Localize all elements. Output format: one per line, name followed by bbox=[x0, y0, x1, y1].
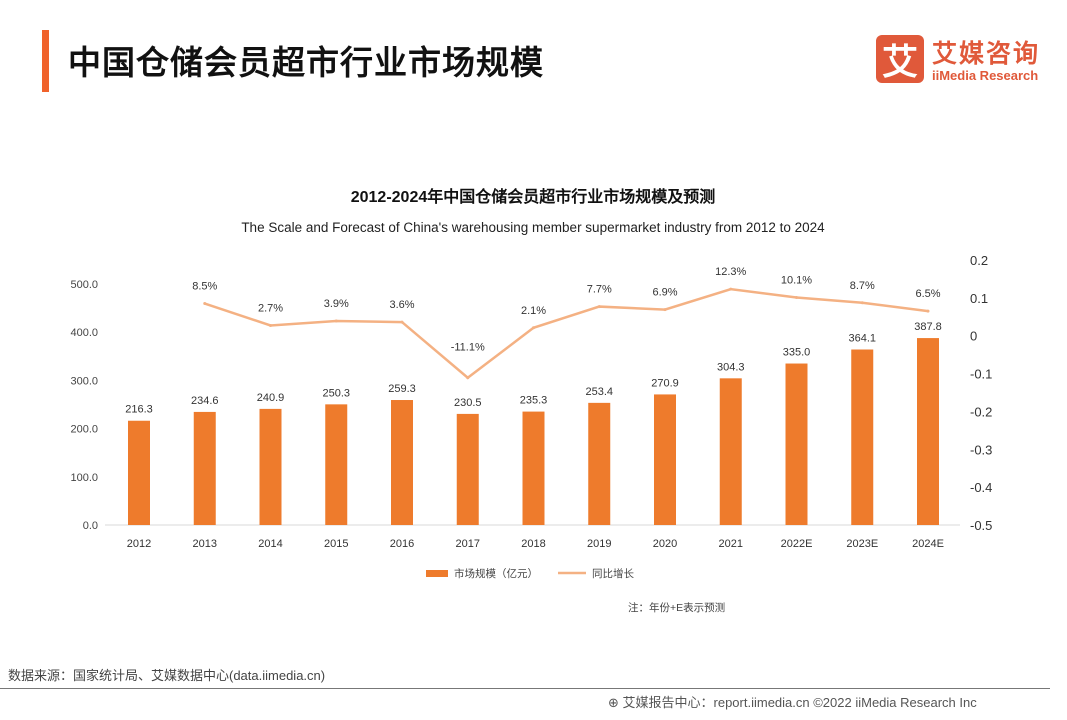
page-title: 中国仓储会员超市行业市场规模 bbox=[68, 43, 544, 82]
bar-label: 234.6 bbox=[191, 395, 219, 407]
legend: 市场规模（亿元） 同比增长 bbox=[426, 567, 634, 580]
footer-divider bbox=[0, 688, 1050, 689]
legend-label-line: 同比增长 bbox=[592, 567, 634, 580]
x-axis-tick: 2016 bbox=[390, 538, 414, 550]
bar-2013 bbox=[193, 411, 216, 525]
left-axis-tick: 0.0 bbox=[83, 520, 98, 532]
growth-point-2015 bbox=[334, 319, 338, 323]
x-axis-tick: 2015 bbox=[324, 538, 348, 550]
left-axis-tick: 200.0 bbox=[70, 424, 98, 436]
bar-2024E bbox=[917, 338, 939, 525]
bar-label: 364.1 bbox=[848, 333, 876, 345]
bar-label: 304.3 bbox=[717, 361, 745, 373]
right-axis-tick: -0.2 bbox=[970, 404, 992, 419]
bar-2018 bbox=[522, 411, 545, 525]
chart-title: 2012-2024年中国仓储会员超市行业市场规模及预测 bbox=[351, 187, 716, 206]
right-axis-tick: 0.1 bbox=[970, 291, 988, 306]
x-axis-tick: 2024E bbox=[912, 538, 944, 550]
bar-2012 bbox=[128, 420, 150, 525]
growth-point-2021 bbox=[729, 287, 733, 291]
bar-2015 bbox=[325, 404, 348, 525]
growth-label: 6.5% bbox=[915, 288, 940, 300]
bar-label: 259.3 bbox=[388, 383, 416, 395]
bar-2016 bbox=[391, 400, 413, 525]
right-axis-tick: 0.2 bbox=[970, 253, 988, 268]
x-axis-tick: 2013 bbox=[193, 538, 217, 550]
growth-point-2018 bbox=[532, 326, 535, 330]
footer-credit-text: 艾媒报告中心：report.iimedia.cn ©2022 iiMedia R… bbox=[622, 695, 977, 710]
data-source: 数据来源：国家统计局、艾媒数据中心(data.iimedia.cn) bbox=[8, 668, 326, 683]
growth-label: 10.1% bbox=[781, 274, 812, 286]
growth-point-2022E bbox=[795, 295, 798, 299]
growth-label: 8.5% bbox=[192, 281, 217, 293]
right-axis-tick: -0.4 bbox=[970, 480, 992, 495]
chart-note: 注：年份+E表示预测 bbox=[628, 601, 725, 614]
x-axis-tick: 2023E bbox=[846, 538, 878, 550]
right-axis-tick: 0 bbox=[970, 329, 977, 344]
bar-2022E bbox=[785, 363, 808, 525]
growth-point-2016 bbox=[400, 320, 404, 324]
growth-label: 8.7% bbox=[850, 280, 875, 292]
x-axis-tick: 2022E bbox=[781, 538, 813, 550]
logo-en: iiMedia Research bbox=[932, 68, 1039, 83]
logo-cn: 艾媒咨询 bbox=[932, 39, 1041, 68]
growth-label: 7.7% bbox=[587, 284, 612, 296]
bar-2023E bbox=[851, 349, 874, 525]
left-axis-tick: 500.0 bbox=[70, 279, 98, 291]
logo-mark: 艾 bbox=[876, 34, 924, 83]
x-axis-tick: 2019 bbox=[587, 538, 611, 550]
growth-label: 6.9% bbox=[652, 287, 677, 299]
growth-label: 3.6% bbox=[389, 299, 414, 311]
bar-2019 bbox=[588, 402, 611, 525]
bar-label: 216.3 bbox=[125, 404, 153, 416]
left-axis-tick: 400.0 bbox=[70, 327, 98, 339]
growth-label: 3.9% bbox=[324, 298, 349, 310]
x-axis-tick: 2018 bbox=[521, 538, 545, 550]
growth-point-2013 bbox=[203, 302, 207, 306]
growth-line bbox=[204, 287, 929, 380]
growth-point-2014 bbox=[269, 323, 272, 327]
growth-point-2017 bbox=[466, 376, 470, 380]
growth-label: 2.7% bbox=[258, 302, 283, 314]
bar-label: 230.5 bbox=[454, 397, 482, 409]
bar-label: 240.9 bbox=[257, 392, 285, 404]
bar-2021 bbox=[719, 378, 742, 525]
right-axis-tick: -0.5 bbox=[970, 518, 992, 533]
bar-label: 335.0 bbox=[783, 347, 811, 359]
growth-point-2023E bbox=[860, 301, 864, 305]
right-axis-tick: -0.3 bbox=[970, 442, 992, 457]
growth-point-2020 bbox=[663, 308, 667, 312]
growth-label: 12.3% bbox=[715, 266, 746, 278]
growth-label: 2.1% bbox=[521, 305, 546, 317]
x-axis-tick: 2014 bbox=[258, 538, 282, 550]
chart-subtitle: The Scale and Forecast of China's wareho… bbox=[241, 220, 825, 235]
growth-label: -11.1% bbox=[451, 342, 485, 354]
x-axis-tick: 2012 bbox=[127, 538, 151, 550]
legend-swatch-bar bbox=[426, 570, 448, 577]
x-axis-tick: 2017 bbox=[456, 538, 480, 550]
growth-point-2024E bbox=[926, 309, 930, 313]
bar-label: 270.9 bbox=[651, 377, 679, 389]
bar-label: 235.3 bbox=[520, 395, 548, 407]
globe-icon: ⊕ bbox=[608, 695, 623, 710]
bar-2017 bbox=[456, 413, 479, 525]
bar-label: 387.8 bbox=[914, 321, 942, 333]
growth-point-2019 bbox=[597, 305, 601, 309]
bar-2014 bbox=[259, 408, 282, 525]
bar-2020 bbox=[654, 394, 676, 525]
iimedia-logo: 艾 艾媒咨询 iiMedia Research bbox=[876, 34, 1040, 83]
title-accent-bar bbox=[42, 30, 49, 92]
bar-label: 250.3 bbox=[322, 387, 350, 399]
left-axis-tick: 100.0 bbox=[70, 472, 98, 484]
x-axis-tick: 2021 bbox=[719, 538, 743, 550]
x-axis-tick: 2020 bbox=[653, 538, 677, 550]
footer-credit: ⊕ 艾媒报告中心：report.iimedia.cn ©2022 iiMedia… bbox=[608, 692, 977, 711]
bar-label: 253.4 bbox=[585, 386, 613, 398]
left-axis-tick: 300.0 bbox=[70, 375, 98, 387]
right-axis-tick: -0.1 bbox=[970, 367, 992, 382]
legend-label-bar: 市场规模（亿元） bbox=[454, 567, 538, 580]
